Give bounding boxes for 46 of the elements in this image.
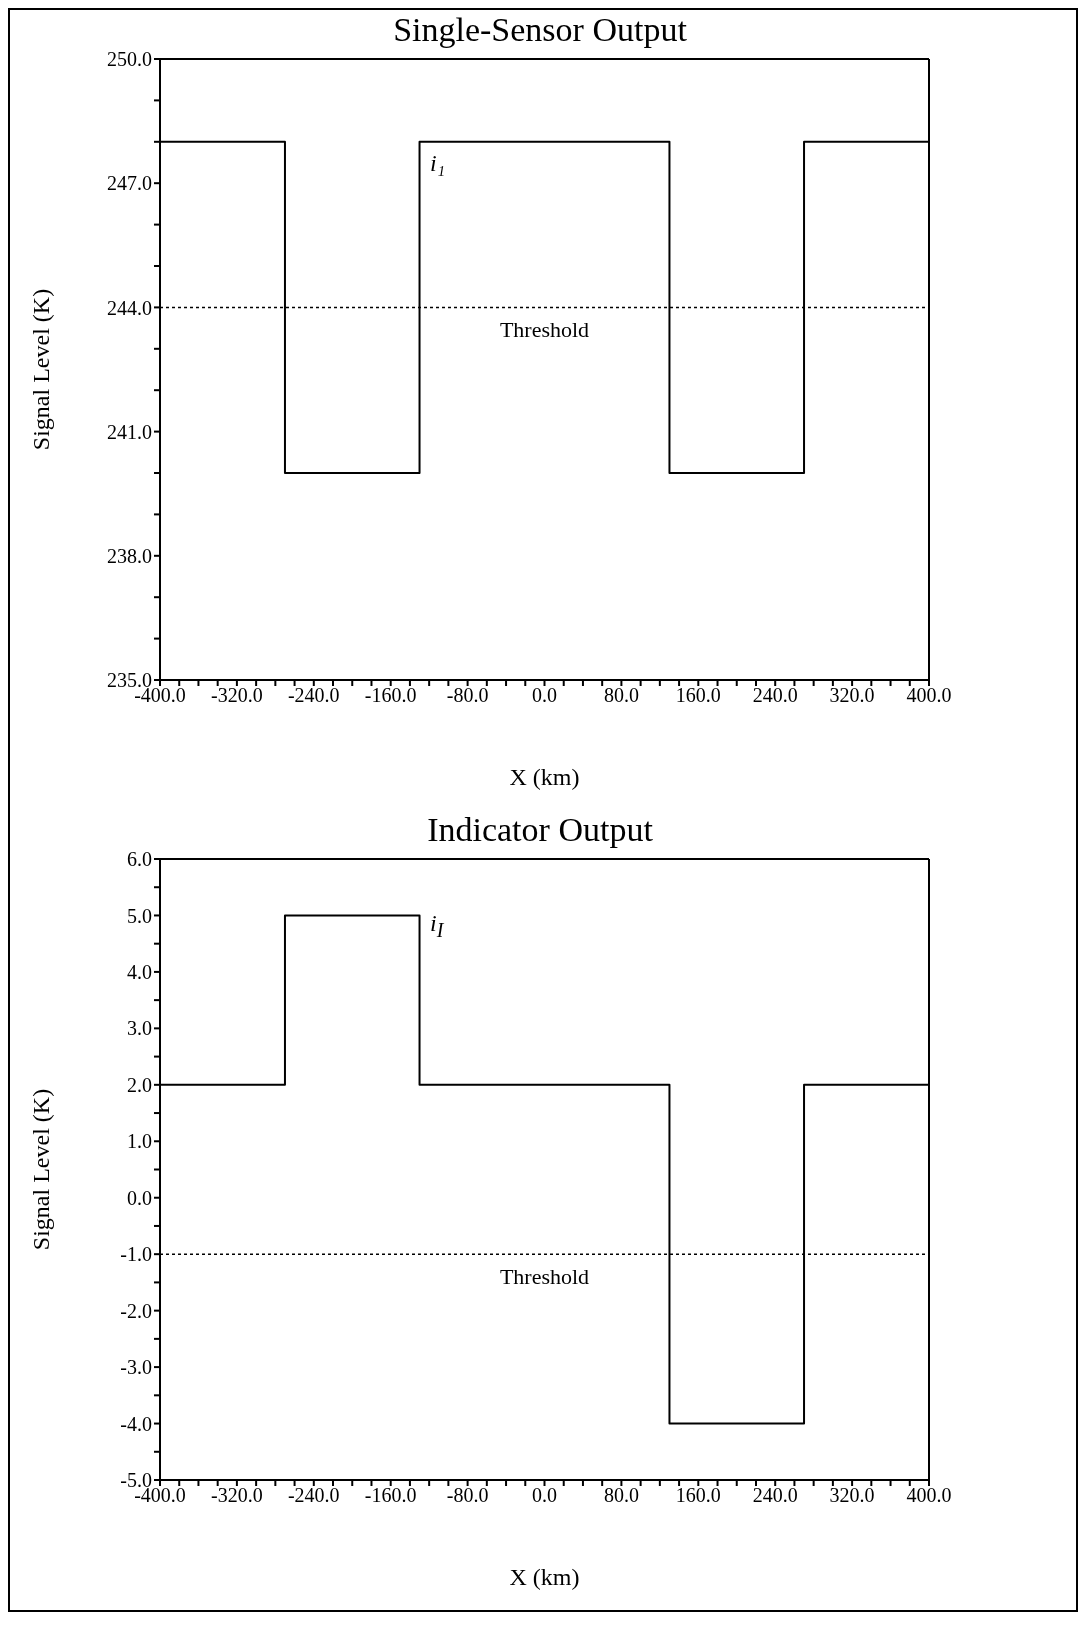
x-tick-label: 320.0 <box>829 684 875 707</box>
x-tick-label: 320.0 <box>829 1484 875 1507</box>
x-tick-label: 80.0 <box>603 684 639 707</box>
y-tick-label: 1.0 <box>127 1130 152 1153</box>
y-tick-label: 6.0 <box>127 848 152 871</box>
y-tick-label: 238.0 <box>107 544 152 567</box>
x-tick-label: -80.0 <box>446 1484 489 1507</box>
x-tick-label: 160.0 <box>675 684 721 707</box>
y-tick-label: 5.0 <box>127 904 152 927</box>
y-axis-title: Signal Level (K) <box>27 288 54 451</box>
annotation: i$_{I}$ <box>430 910 444 942</box>
x-tick-label: -160.0 <box>364 1484 417 1507</box>
ref-line-label: Threshold <box>499 1264 590 1290</box>
y-tick-label: 3.0 <box>127 1017 152 1040</box>
y-tick-label: -3.0 <box>120 1356 152 1379</box>
x-axis-title: X (km) <box>509 1564 580 1590</box>
x-axis-title: X (km) <box>509 764 580 790</box>
y-tick-label: -2.0 <box>120 1299 152 1322</box>
x-tick-label: 0.0 <box>532 684 557 707</box>
x-tick-label: -320.0 <box>211 684 263 707</box>
y-tick-label: 241.0 <box>107 420 152 443</box>
y-tick-label: -1.0 <box>120 1243 152 1266</box>
x-tick-label: 400.0 <box>906 684 952 707</box>
x-tick-label: 160.0 <box>675 1484 721 1507</box>
y-tick-label: 244.0 <box>107 296 152 319</box>
x-tick-label: -320.0 <box>211 1484 263 1507</box>
y-axis-title: Signal Level (K) <box>27 1088 54 1251</box>
x-tick-label: -80.0 <box>446 684 489 707</box>
y-tick-label: 0.0 <box>127 1186 152 1209</box>
y-tick-label: 250.0 <box>107 48 152 71</box>
y-tick-label: 4.0 <box>127 961 152 984</box>
y-tick-label: 2.0 <box>127 1073 152 1096</box>
x-tick-label: 400.0 <box>906 1484 952 1507</box>
annotation: i₁ <box>430 150 446 177</box>
chart-title: Single-Sensor Output <box>392 10 688 50</box>
ref-line-label: Threshold <box>499 317 590 343</box>
x-tick-label: 240.0 <box>752 1484 798 1507</box>
x-tick-label: -240.0 <box>287 1484 340 1507</box>
x-tick-label: 0.0 <box>532 1484 557 1507</box>
x-tick-label: 80.0 <box>603 1484 639 1507</box>
x-tick-label: -160.0 <box>364 684 417 707</box>
y-tick-label: 247.0 <box>107 172 152 195</box>
y-tick-label: -4.0 <box>120 1412 152 1435</box>
x-tick-label: 240.0 <box>752 684 798 707</box>
chart-title: Indicator Output <box>426 810 654 850</box>
x-tick-label: -240.0 <box>287 684 340 707</box>
